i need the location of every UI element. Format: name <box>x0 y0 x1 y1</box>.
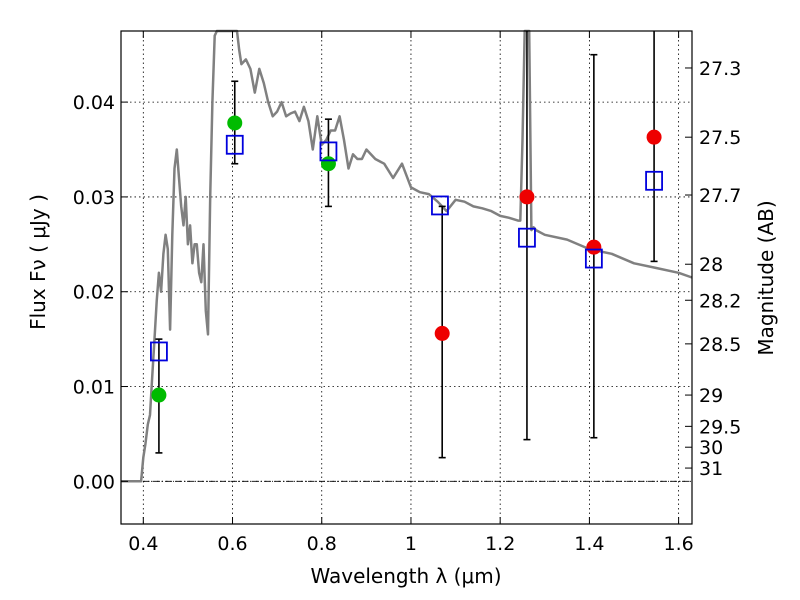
right-tick-label: 28.5 <box>699 334 741 356</box>
x-axis-title: Wavelength λ (μm) <box>310 564 501 588</box>
x-tick-label: 1.6 <box>664 533 694 555</box>
x-tick-label: 1.2 <box>485 533 515 555</box>
right-tick-label: 28 <box>699 254 723 276</box>
model-spectrum <box>121 29 693 483</box>
right-tick-label: 29 <box>699 385 723 407</box>
y-tick-label: 0.00 <box>73 471 115 493</box>
red-data-point <box>519 189 535 205</box>
x-tick-label: 1.4 <box>574 533 604 555</box>
model-flux-square <box>645 170 663 191</box>
model-flux-square <box>518 227 536 248</box>
right-tick-label: 28.2 <box>699 290 741 312</box>
plot-frame <box>120 30 693 525</box>
x-tick-label: 0.4 <box>128 533 158 555</box>
red-data-point <box>434 325 450 341</box>
y-axis-title: Flux Fν ( μJy ) <box>26 194 50 330</box>
green-data-point <box>227 115 243 131</box>
x-tick-label: 0.6 <box>217 533 247 555</box>
y-tick-label: 0.01 <box>73 377 115 399</box>
green-data-point <box>320 156 336 172</box>
green-data-point <box>151 387 167 403</box>
right-tick-label: 27.5 <box>699 127 741 149</box>
model-flux-square <box>319 141 338 162</box>
y-tick-label: 0.02 <box>73 282 115 304</box>
right-tick-label: 31 <box>699 458 723 480</box>
red-data-point <box>586 239 602 255</box>
data-points <box>150 115 663 403</box>
model-spectrum-line <box>121 29 693 483</box>
x-tick-label: 0.8 <box>307 533 337 555</box>
grid <box>121 31 692 524</box>
right-tick-label: 27.3 <box>699 58 741 80</box>
right-tick-label: 29.5 <box>699 416 741 438</box>
x-tick-label: 1 <box>405 533 417 555</box>
model-flux-square <box>584 248 603 269</box>
y-tick-label: 0.04 <box>73 92 115 114</box>
red-data-point <box>646 129 662 145</box>
y-tick-label: 0.03 <box>73 187 115 209</box>
model-flux-square <box>225 134 244 155</box>
right-axis-title: Magnitude (AB) <box>754 200 778 355</box>
right-tick-label: 30 <box>699 437 723 459</box>
right-tick-label: 27.7 <box>699 185 741 207</box>
model-flux-square <box>431 195 449 216</box>
model-flux-square <box>150 341 168 362</box>
ticks: 0.4 0.6 0.8 1 1.2 1.4 1.6 0.00 0.01 0.02 0.03 0.04 2… <box>73 31 741 555</box>
